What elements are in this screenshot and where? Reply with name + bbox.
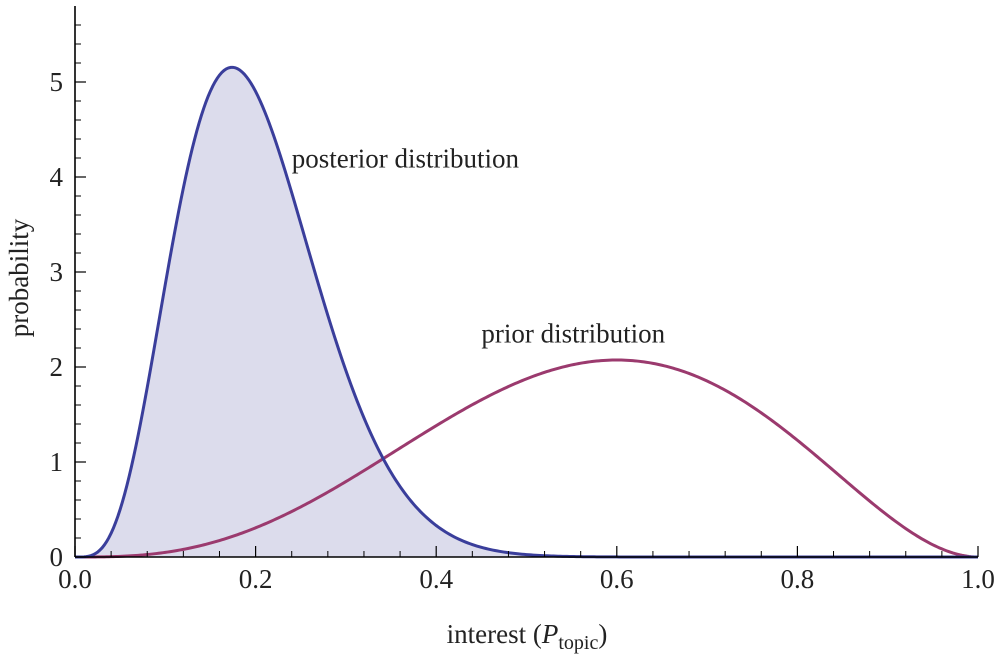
prior-distribution-line xyxy=(75,358,979,559)
x-axis-label: interest (Ptopic) xyxy=(447,619,608,654)
y-tick-label: 3 xyxy=(50,257,64,287)
axes xyxy=(74,6,978,558)
x-tick-label: 0.8 xyxy=(781,564,815,594)
annotations: posterior distribution prior distribution xyxy=(292,144,666,349)
x-axis-ticks: 0.0 0.2 0.4 0.6 0.8 1.0 xyxy=(58,546,995,594)
y-tick-label: 4 xyxy=(50,162,64,192)
x-tick-label: 0.4 xyxy=(419,564,453,594)
y-axis-label: probability xyxy=(4,218,34,337)
x-tick-label: 1.0 xyxy=(961,564,995,594)
prior-distribution-label: prior distribution xyxy=(481,318,665,348)
y-tick-label: 2 xyxy=(50,352,64,382)
x-tick-label: 0.2 xyxy=(239,564,273,594)
posterior-area-fill xyxy=(75,67,978,557)
posterior-distribution-label: posterior distribution xyxy=(292,144,520,174)
x-tick-label: 0.0 xyxy=(58,564,92,594)
y-tick-label: 5 xyxy=(50,67,64,97)
plot-area xyxy=(75,65,979,559)
y-axis-ticks: 0 1 2 3 4 5 xyxy=(50,24,86,572)
y-tick-label: 1 xyxy=(50,447,64,477)
x-tick-label: 0.6 xyxy=(600,564,634,594)
y-tick-label: 0 xyxy=(50,542,64,572)
